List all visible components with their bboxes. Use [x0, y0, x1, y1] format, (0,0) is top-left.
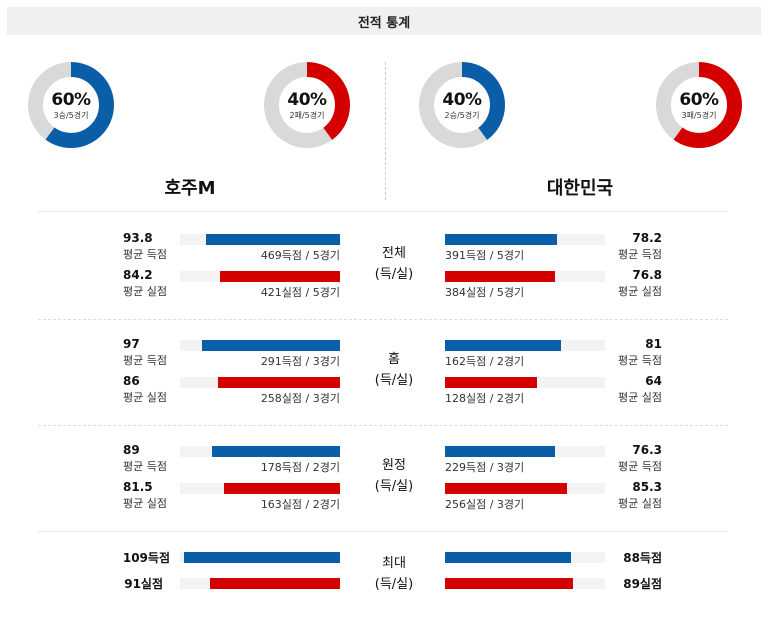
bar-red: [224, 483, 340, 494]
bar-caption: 384실점 / 5경기: [445, 286, 525, 299]
bar-caption: 128실점 / 2경기: [445, 392, 525, 405]
right-avg-for-value: 78.2: [632, 231, 662, 245]
bar-red: [445, 377, 537, 388]
category-sub-label: (득/실): [374, 479, 414, 494]
donut-record: 2승/5경기: [444, 111, 480, 120]
donut-left-win: 60% 3승/5경기: [28, 62, 114, 148]
donut-chart: [264, 62, 350, 148]
category-label: 홈: [388, 352, 400, 367]
right-avg-for-label: 평균 득점: [618, 460, 662, 473]
bar-blue: [445, 234, 557, 245]
left-avg-for-label: 평균 득점: [123, 354, 167, 367]
donut-percent: 40%: [287, 90, 327, 110]
bar-blue: [184, 552, 340, 563]
left-avg-against-value: 86: [123, 374, 140, 388]
donut-left-loss: 40% 2패/5경기: [264, 62, 350, 148]
bar-blue: [202, 340, 340, 351]
donut-chart: [28, 62, 114, 148]
left-max-for-value: 109득점: [122, 551, 170, 565]
right-avg-against-label: 평균 실점: [618, 391, 662, 404]
category-sub-label: (득/실): [374, 373, 414, 388]
section-divider: [38, 319, 728, 320]
bar-blue: [445, 552, 571, 563]
right-avg-for-label: 평균 득점: [618, 248, 662, 261]
donut-fill: [264, 62, 350, 148]
bar-red: [445, 271, 555, 282]
left-avg-for-value: 89: [123, 443, 140, 457]
bar-red: [445, 578, 573, 589]
left-avg-against-label: 평균 실점: [123, 285, 167, 298]
bar-blue: [206, 234, 340, 245]
bar-blue: [212, 446, 340, 457]
bar-caption: 469득점 / 5경기: [260, 249, 340, 262]
bar-blue: [445, 446, 555, 457]
right-max-for-value: 88득점: [623, 551, 662, 565]
right-avg-against-value: 76.8: [632, 268, 662, 282]
donut-fill: [28, 62, 114, 148]
bar-caption: 391득점 / 5경기: [445, 249, 525, 262]
bar-caption: 178득점 / 2경기: [260, 461, 340, 474]
right-avg-against-value: 64: [645, 374, 662, 388]
right-avg-for-value: 76.3: [632, 443, 662, 457]
section-divider: [38, 425, 728, 426]
category-label: 원정: [382, 458, 406, 473]
left-avg-for-label: 평균 득점: [123, 460, 167, 473]
category-label: 최대: [382, 556, 406, 571]
category-sub-label: (득/실): [374, 577, 414, 592]
right-avg-for-label: 평균 득점: [618, 354, 662, 367]
bar-caption: 421실점 / 5경기: [260, 286, 340, 299]
right-avg-against-label: 평균 실점: [618, 497, 662, 510]
bar-red: [220, 271, 340, 282]
bar-caption: 229득점 / 3경기: [445, 461, 525, 474]
category-label: 전체: [382, 246, 406, 261]
section-divider: [38, 531, 728, 532]
bar-caption: 163실점 / 2경기: [260, 498, 340, 511]
left-avg-against-value: 84.2: [123, 268, 153, 282]
donut-chart: [656, 62, 742, 148]
left-avg-for-value: 97: [123, 337, 140, 351]
donut-fill: [419, 62, 505, 148]
donut-fill: [656, 62, 742, 148]
donut-record: 3패/5경기: [681, 111, 717, 120]
bar-blue: [445, 340, 561, 351]
right-avg-against-label: 평균 실점: [618, 285, 662, 298]
left-max-against-value: 91실점: [124, 577, 163, 591]
donut-chart: [419, 62, 505, 148]
bar-red: [445, 483, 567, 494]
left-avg-for-value: 93.8: [123, 231, 153, 245]
donut-record: 3승/5경기: [53, 111, 89, 120]
team-name-right: 대한민국: [546, 178, 614, 199]
right-avg-for-value: 81: [645, 337, 662, 351]
team-name-left: 호주M: [164, 178, 216, 199]
bar-red: [218, 377, 340, 388]
bar-red: [210, 578, 340, 589]
stats-header: 전적 통계: [7, 7, 761, 35]
bar-caption: 258실점 / 3경기: [260, 392, 340, 405]
donut-percent: 40%: [442, 90, 482, 110]
bar-caption: 256실점 / 3경기: [445, 498, 525, 511]
left-avg-against-label: 평균 실점: [123, 497, 167, 510]
page-title: 전적 통계: [357, 15, 411, 31]
category-sub-label: (득/실): [374, 267, 414, 282]
right-max-against-value: 89실점: [623, 577, 662, 591]
divider: [38, 211, 728, 212]
left-avg-against-value: 81.5: [123, 480, 153, 494]
donut-right-loss: 60% 3패/5경기: [656, 62, 742, 148]
right-avg-against-value: 85.3: [632, 480, 662, 494]
left-avg-against-label: 평균 실점: [123, 391, 167, 404]
donut-percent: 60%: [679, 90, 719, 110]
donut-percent: 60%: [51, 90, 91, 110]
donut-right-win: 40% 2승/5경기: [419, 62, 505, 148]
team-divider: [385, 62, 386, 200]
bar-caption: 291득점 / 3경기: [260, 355, 340, 368]
left-avg-for-label: 평균 득점: [123, 248, 167, 261]
donut-record: 2패/5경기: [289, 111, 325, 120]
bar-caption: 162득점 / 2경기: [445, 355, 525, 368]
